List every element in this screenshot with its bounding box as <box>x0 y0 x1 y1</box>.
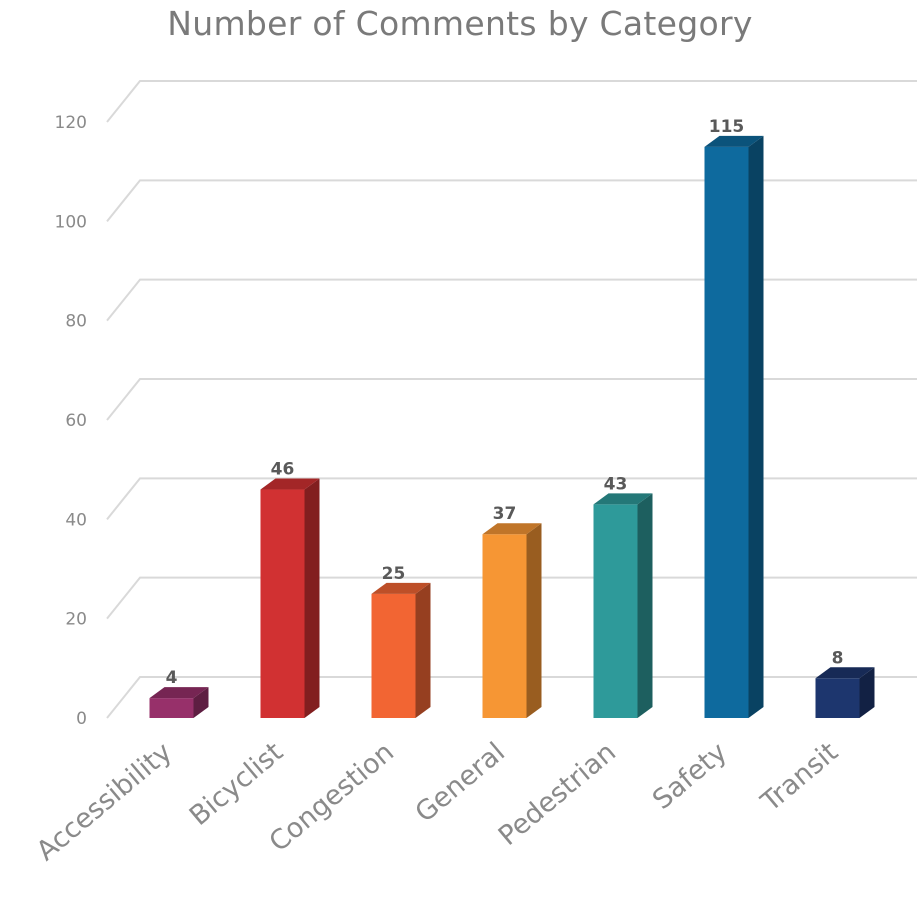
bar-side <box>304 478 320 718</box>
gridline <box>106 477 917 520</box>
bar-side <box>859 667 875 718</box>
bar-transit <box>815 667 875 718</box>
bar-safety <box>704 135 764 719</box>
y-tick-label: 0 <box>76 709 87 729</box>
bar-top <box>482 523 542 535</box>
category-label: General <box>410 737 511 829</box>
gridline <box>106 676 917 719</box>
bar-general <box>482 523 542 718</box>
data-label: 25 <box>382 564 406 584</box>
y-tick-label: 60 <box>65 411 87 431</box>
gridline <box>106 576 917 620</box>
y-tick-label: 120 <box>55 113 87 133</box>
data-labels: 4 46 25 37 43 115 8 <box>166 117 844 688</box>
gridline <box>106 278 917 322</box>
bar-front <box>149 698 194 718</box>
bar-top <box>593 493 653 505</box>
bar-front <box>482 534 527 718</box>
data-label: 43 <box>604 474 628 494</box>
bar-accessibility <box>149 687 209 718</box>
bar-front <box>593 504 638 718</box>
y-tick-label: 40 <box>65 510 87 530</box>
bar-congestion <box>371 582 431 718</box>
bar-front <box>815 678 860 718</box>
gridline <box>106 80 917 123</box>
bar-side <box>415 582 431 718</box>
y-tick-label: 80 <box>65 312 87 332</box>
bar-top <box>149 687 209 699</box>
category-label: Pedestrian <box>493 737 622 852</box>
bar-top <box>704 135 764 147</box>
bar-top <box>815 667 875 679</box>
bar-side <box>193 687 209 718</box>
gridline <box>106 179 917 222</box>
category-label: Safety <box>647 737 733 816</box>
bar-front <box>371 593 416 718</box>
chart-title: Number of Comments by Category <box>167 4 753 43</box>
category-label: Accessibility <box>31 737 178 868</box>
category-label: Bicyclist <box>184 737 289 832</box>
data-label: 115 <box>709 117 745 137</box>
bar-top <box>260 478 320 490</box>
gridline <box>106 378 917 421</box>
bar-side <box>748 135 764 719</box>
bar-pedestrian <box>593 493 653 718</box>
y-axis-ticks: 0 20 40 60 80 100 120 <box>55 113 87 729</box>
bar-side <box>526 523 542 718</box>
bar-top <box>371 582 431 594</box>
data-label: 8 <box>832 648 844 668</box>
bar-side <box>637 493 653 718</box>
bar-front <box>704 146 749 719</box>
category-label: Transit <box>755 737 844 819</box>
gridlines <box>106 80 917 719</box>
y-tick-label: 100 <box>55 212 87 232</box>
data-label: 4 <box>166 668 178 688</box>
data-label: 37 <box>493 504 517 524</box>
data-label: 46 <box>271 460 295 480</box>
bar-front <box>260 489 305 718</box>
bars <box>149 135 875 719</box>
y-tick-label: 20 <box>65 610 87 630</box>
bar-bicyclist <box>260 478 320 718</box>
